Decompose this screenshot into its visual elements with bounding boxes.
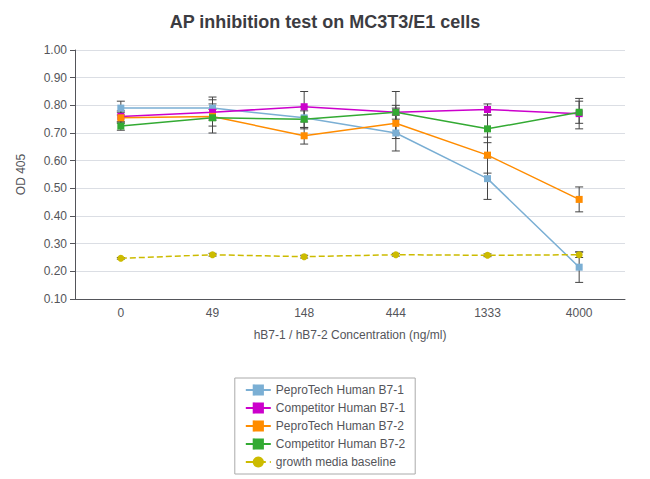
svg-text:AP inhibition test on MC3T3/E1: AP inhibition test on MC3T3/E1 cells [170, 12, 481, 32]
svg-text:0.90: 0.90 [44, 71, 68, 85]
svg-text:1.00: 1.00 [44, 43, 68, 57]
svg-text:444: 444 [386, 306, 406, 320]
svg-text:49: 49 [206, 306, 220, 320]
svg-text:0.30: 0.30 [44, 237, 68, 251]
svg-text:1333: 1333 [474, 306, 501, 320]
svg-text:PeproTech Human B7-2: PeproTech Human B7-2 [276, 419, 404, 433]
svg-text:0.80: 0.80 [44, 98, 68, 112]
svg-text:0.40: 0.40 [44, 209, 68, 223]
svg-text:PeproTech Human B7-1: PeproTech Human B7-1 [276, 383, 404, 397]
svg-text:0.60: 0.60 [44, 154, 68, 168]
svg-text:4000: 4000 [566, 306, 593, 320]
svg-text:148: 148 [294, 306, 314, 320]
svg-text:hB7-1 / hB7-2 Concentration (n: hB7-1 / hB7-2 Concentration (ng/ml) [254, 328, 447, 342]
svg-text:0.70: 0.70 [44, 126, 68, 140]
svg-text:growth media baseline: growth media baseline [276, 455, 396, 469]
svg-text:Competitor Human B7-2: Competitor Human B7-2 [276, 437, 406, 451]
svg-text:0.10: 0.10 [44, 292, 68, 306]
svg-text:0.50: 0.50 [44, 181, 68, 195]
svg-text:OD 405: OD 405 [14, 153, 28, 195]
svg-text:0.20: 0.20 [44, 264, 68, 278]
svg-text:Competitor Human B7-1: Competitor Human B7-1 [276, 401, 406, 415]
svg-text:0: 0 [117, 306, 124, 320]
